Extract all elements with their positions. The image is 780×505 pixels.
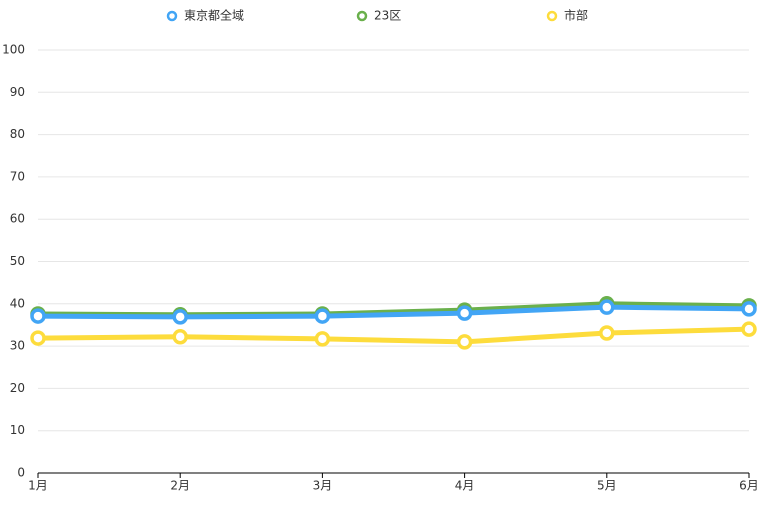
y-tick-label: 70 [10,169,25,183]
x-tick-label: 6月 [739,479,759,493]
point [599,299,615,315]
series [30,299,757,325]
y-tick-label: 30 [10,339,25,353]
x-tick-label: 2月 [170,479,190,493]
point [314,308,331,324]
y-tick-label: 10 [10,423,25,437]
series-line [37,326,750,345]
point [314,331,331,347]
legend-marker [166,10,178,22]
y-tick-label: 100 [2,43,25,57]
legend-label: 東京都全域 [184,8,244,23]
x-tick-label: 5月 [597,479,617,493]
series [30,321,757,350]
series-line [37,304,750,320]
point [599,325,615,341]
point [741,321,757,337]
x-tick-label: 4月 [455,479,475,493]
y-tick-label: 50 [10,254,25,268]
x-tick-label: 1月 [28,479,48,493]
y-tick-label: 60 [10,212,25,226]
y-tick-label: 0 [17,466,25,480]
point [30,330,46,346]
point [30,308,46,324]
y-tick-label: 20 [10,381,25,395]
y-tick-label: 40 [10,296,25,310]
x-tick-label: 3月 [313,479,333,493]
y-tick-label: 80 [10,127,25,141]
point [741,301,757,317]
legend-marker [546,10,558,22]
legend-label: 23区 [374,9,401,23]
legend-label: 市部 [564,8,588,23]
legend-marker [356,10,368,22]
point [456,305,473,321]
point [456,334,473,350]
point [172,309,188,325]
y-tick-label: 90 [10,85,25,99]
point [172,329,188,345]
